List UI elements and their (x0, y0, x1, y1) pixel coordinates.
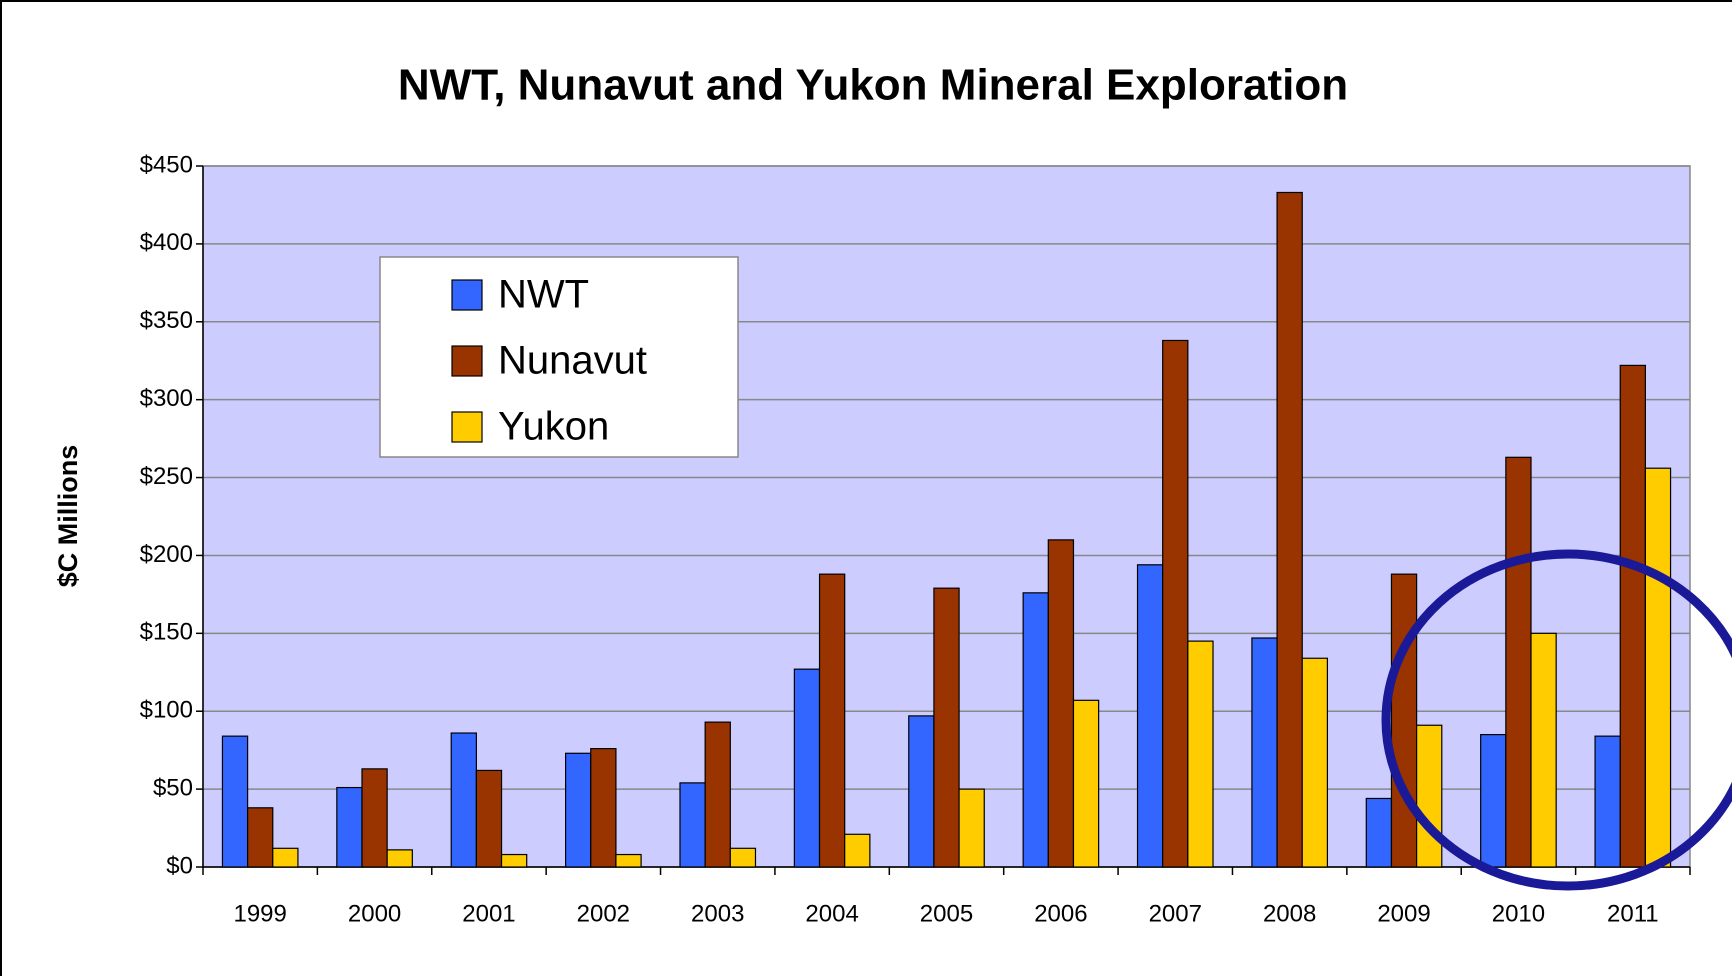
bar (1365, 797, 1393, 868)
y-tick-label: $300 (140, 385, 193, 412)
bar (1644, 467, 1672, 868)
x-tick-label: 2004 (805, 900, 858, 927)
bar (729, 847, 757, 868)
legend-label: Yukon (498, 405, 609, 449)
chart-title: NWT, Nunavut and Yukon Mineral Explorati… (398, 61, 1348, 110)
bar (793, 668, 821, 868)
bar (704, 721, 731, 868)
bar (1072, 699, 1100, 868)
bar (679, 782, 706, 868)
bar (247, 807, 274, 868)
bar (564, 752, 592, 868)
y-tick-label: $50 (153, 774, 193, 801)
bar (1047, 539, 1075, 868)
bar (500, 853, 528, 868)
x-tick-label: 2011 (1607, 900, 1659, 927)
x-tick-label: 2003 (691, 900, 744, 927)
x-tick-label: 2001 (462, 900, 515, 927)
bar (1276, 191, 1303, 868)
bar (1480, 733, 1507, 868)
bar (386, 849, 413, 868)
y-tick-label: $350 (140, 307, 193, 334)
bar (475, 769, 503, 868)
x-tick-label: 2010 (1492, 900, 1545, 927)
y-axis-label: $C Millions (53, 445, 83, 588)
x-tick-label: 2009 (1377, 900, 1430, 927)
y-tick-label: $200 (140, 541, 193, 568)
x-tick-label: 1999 (233, 900, 286, 927)
bar (1301, 657, 1329, 868)
bar (1136, 564, 1164, 868)
y-tick-label: $100 (140, 697, 193, 724)
bar (615, 853, 642, 868)
bar (1251, 637, 1278, 868)
legend-label: Nunavut (498, 339, 647, 383)
bar (958, 788, 985, 868)
x-tick-label: 2005 (920, 900, 973, 927)
bar (844, 833, 871, 868)
x-tick-label: 2006 (1034, 900, 1087, 927)
x-tick-label: 2002 (577, 900, 630, 927)
bar (361, 768, 388, 868)
bar (1390, 573, 1418, 868)
bar (336, 786, 363, 868)
bar (1505, 456, 1532, 868)
legend-swatch (451, 279, 483, 311)
highlight-circle (1381, 549, 1732, 891)
y-tick-label: $450 (140, 151, 193, 178)
y-tick-label: $0 (166, 852, 193, 879)
x-tick-label: 2000 (348, 900, 401, 927)
x-tick-label: 2008 (1263, 900, 1316, 927)
bar (272, 847, 299, 868)
bar (221, 735, 249, 868)
bar (1022, 592, 1049, 868)
bar (450, 732, 477, 868)
bar (590, 748, 617, 868)
bar (1416, 724, 1443, 868)
legend-box (379, 256, 739, 458)
bar (1162, 339, 1189, 868)
bar (1187, 640, 1214, 868)
bar (933, 587, 960, 868)
y-tick-label: $150 (140, 619, 193, 646)
bar (1530, 632, 1557, 868)
bar (908, 715, 935, 868)
bar (1619, 364, 1646, 868)
bar (818, 573, 846, 868)
x-tick-label: 2007 (1149, 900, 1202, 927)
y-tick-label: $400 (140, 229, 193, 256)
legend-swatch (451, 411, 483, 443)
bar (1594, 735, 1621, 868)
y-tick-label: $250 (140, 463, 193, 490)
legend-label: NWT (498, 273, 589, 317)
legend-swatch (451, 345, 483, 377)
